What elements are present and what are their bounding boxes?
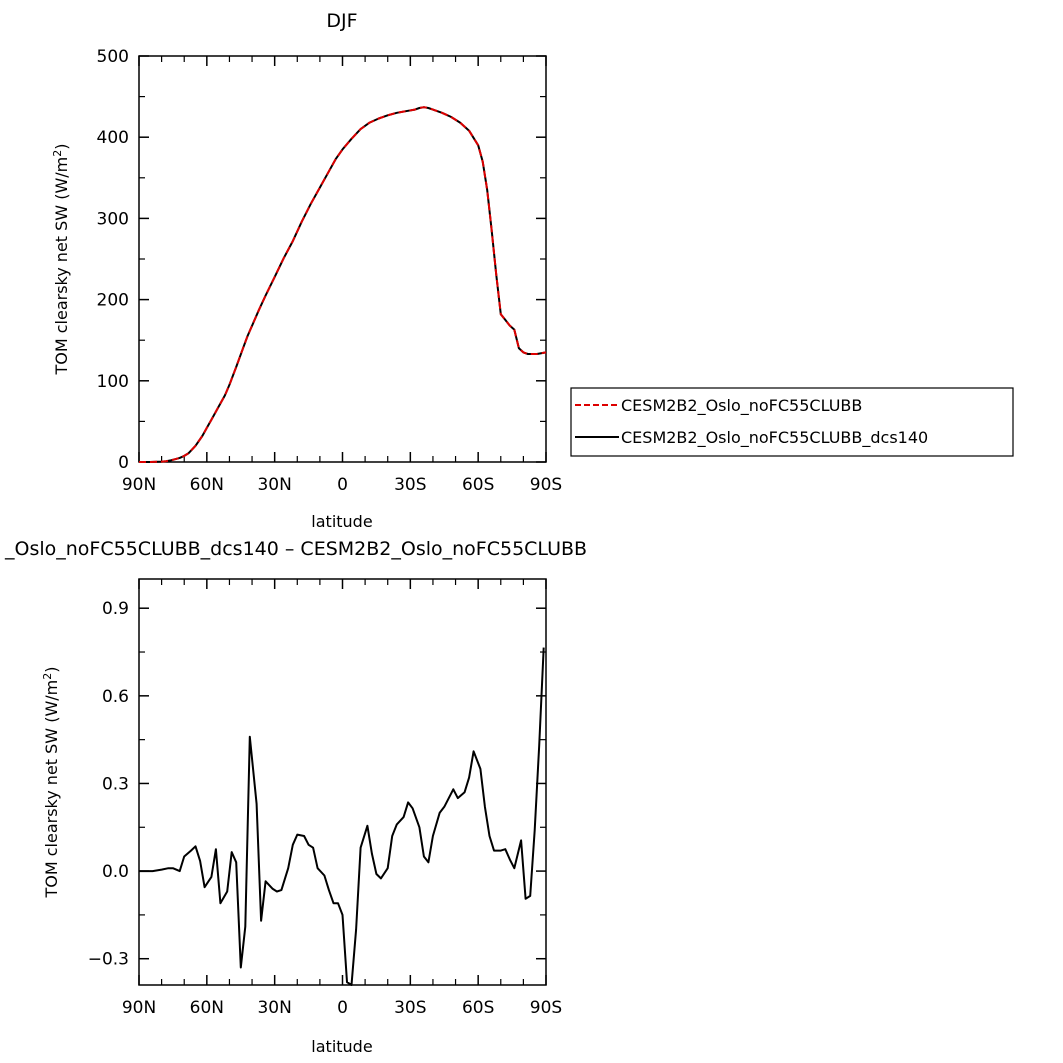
bottom-y-axis-label-sup: 2: [41, 673, 54, 680]
bottom-y-tick-label: 0.0: [102, 862, 129, 882]
top-y-tick-label: 100: [97, 372, 129, 392]
legend-label-series-2: CESM2B2_Oslo_noFC55CLUBB_dcs140: [621, 428, 928, 448]
legend-label-series-1: CESM2B2_Oslo_noFC55CLUBB: [621, 396, 862, 416]
bottom-series-line-1: [139, 647, 545, 986]
top-x-tick-label: 60S: [462, 475, 494, 495]
top-series-lines: [139, 106, 547, 463]
top-y-axis-label: TOM clearsky net SW (W/m2): [51, 143, 71, 375]
top-x-tick-label: 90S: [530, 475, 562, 495]
bottom-y-axis-label-close: ): [42, 666, 61, 672]
top-x-tick-label: 90N: [122, 475, 156, 495]
bottom-panel: _Oslo_noFC55CLUBB_dcs140 – CESM2B2_Oslo_…: [4, 538, 587, 1056]
bottom-x-tick-label: 60S: [462, 998, 494, 1018]
top-y-tick-label: 300: [97, 209, 129, 229]
top-x-tick-label: 30S: [394, 475, 426, 495]
top-y-axis-label-sup: 2: [51, 150, 64, 157]
top-x-tick-label: 30N: [257, 475, 291, 495]
top-panel: DJF 0 100 200 300 400 500 90N 60N 30N 0 30S 60S 90S…: [51, 10, 562, 531]
bottom-y-tick-label: 0.6: [102, 687, 129, 707]
top-y-tick-label: 400: [97, 128, 129, 148]
bottom-x-tick-label: 90N: [122, 998, 156, 1018]
top-y-tick-label: 0: [118, 453, 129, 473]
bottom-y-ticks: −0.3 0.0 0.3 0.6 0.9: [88, 599, 546, 970]
top-x-tick-label: 0: [337, 475, 348, 495]
top-x-ticks: 90N 60N 30N 0 30S 60S 90S: [122, 56, 562, 495]
bottom-series-lines: [139, 647, 545, 986]
bottom-x-tick-label: 0: [337, 998, 348, 1018]
bottom-y-tick-label: 0.3: [102, 774, 129, 794]
bottom-y-axis-label: TOM clearsky net SW (W/m2): [41, 666, 61, 898]
bottom-y-tick-label: 0.9: [102, 599, 129, 619]
top-y-axis-label-main: TOM clearsky net SW (W/m: [52, 157, 71, 376]
top-y-tick-label: 500: [97, 47, 129, 67]
legend: CESM2B2_Oslo_noFC55CLUBB CESM2B2_Oslo_no…: [570, 387, 1014, 457]
top-series-line-1: [139, 106, 547, 463]
bottom-x-tick-label: 90S: [530, 998, 562, 1018]
top-x-axis-label: latitude: [311, 512, 372, 531]
top-y-tick-label: 200: [97, 291, 129, 311]
bottom-x-tick-label: 30N: [257, 998, 291, 1018]
top-plot-frame: [138, 55, 547, 463]
bottom-chart-title: _Oslo_noFC55CLUBB_dcs140 – CESM2B2_Oslo_…: [4, 538, 587, 560]
bottom-x-tick-label: 60N: [190, 998, 224, 1018]
bottom-x-tick-label: 30S: [394, 998, 426, 1018]
bottom-x-axis-label: latitude: [311, 1037, 372, 1056]
top-chart-title: DJF: [326, 10, 357, 32]
legend-box: [570, 387, 1014, 457]
top-y-axis-label-close: ): [52, 143, 71, 149]
bottom-y-axis-label-main: TOM clearsky net SW (W/m: [42, 680, 61, 899]
bottom-x-ticks: 90N 60N 30N 0 30S 60S 90S: [122, 579, 562, 1018]
top-series-line-2: [139, 106, 547, 463]
top-x-tick-label: 60N: [190, 475, 224, 495]
top-y-ticks: 0 100 200 300 400 500: [97, 47, 546, 473]
bottom-y-tick-label: −0.3: [88, 950, 129, 970]
